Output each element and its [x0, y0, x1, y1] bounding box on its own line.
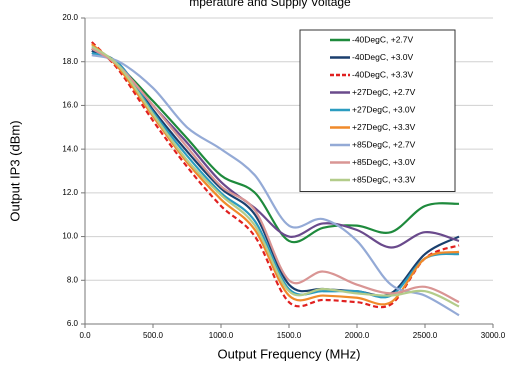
series-line	[91, 54, 460, 317]
y-tick-label: 8.0	[67, 275, 79, 284]
y-tick-label: 20.0	[62, 13, 78, 22]
legend-label: -40DegC, +2.7V	[352, 34, 414, 44]
x-tick-label: 2000.0	[345, 331, 370, 340]
y-tick-label: 16.0	[62, 101, 78, 110]
series-line	[91, 41, 460, 309]
y-axis-label: Output IP3 (dBm)	[7, 120, 22, 221]
legend-label: -40DegC, +3.3V	[352, 69, 414, 79]
chart-title: mperature and Supply Voltage	[189, 0, 351, 9]
series-line	[91, 49, 460, 297]
series-line	[91, 47, 460, 304]
legend-box	[299, 29, 456, 192]
x-tick-label: 2500.0	[413, 331, 438, 340]
legend-label: +85DegC, +2.7V	[352, 139, 416, 149]
x-tick-label: 1500.0	[277, 331, 302, 340]
y-tick-label: 14.0	[62, 144, 78, 153]
y-tick-label: 12.0	[62, 188, 78, 197]
series-line	[91, 43, 460, 306]
x-axis-label: Output Frequency (MHz)	[217, 346, 360, 361]
y-tick-label: 6.0	[67, 319, 79, 328]
legend-label: +27DegC, +3.0V	[352, 104, 416, 114]
y-tick-label: 10.0	[62, 232, 78, 241]
x-tick-label: 0.0	[79, 331, 91, 340]
legend-label: +27DegC, +3.3V	[352, 122, 416, 132]
legend-label: +85DegC, +3.3V	[352, 174, 416, 184]
legend-label: -40DegC, +3.0V	[352, 52, 414, 62]
legend-label: +85DegC, +3.0V	[352, 157, 416, 167]
y-tick-label: 18.0	[62, 57, 78, 66]
legend-label: +27DegC, +2.7V	[352, 87, 416, 97]
series-line	[91, 47, 460, 244]
series-line	[91, 45, 460, 308]
x-tick-label: 500.0	[143, 331, 164, 340]
x-tick-label: 3000.0	[481, 331, 506, 340]
x-tick-label: 1000.0	[209, 331, 234, 340]
